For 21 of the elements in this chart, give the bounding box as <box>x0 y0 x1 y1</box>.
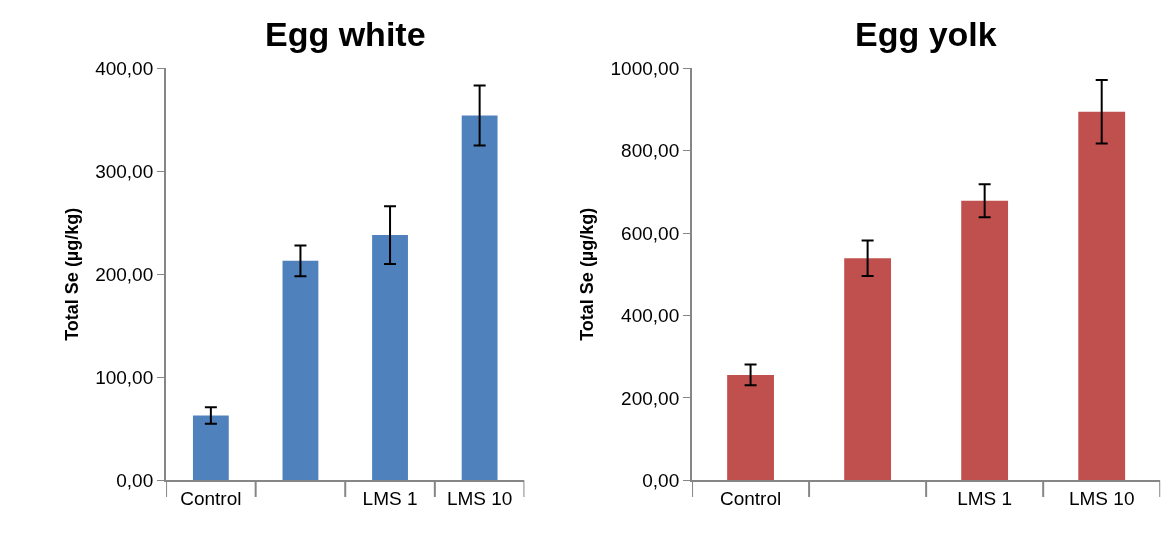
y-tick-label: 400,00 <box>621 305 680 327</box>
y-tick-label: 1000,00 <box>610 57 680 79</box>
y-tick-label: 0,00 <box>642 470 680 492</box>
chart-title: Egg yolk <box>855 15 997 53</box>
y-tick-label: 300,00 <box>95 160 154 182</box>
x-tick-label: LMS 1 <box>957 488 1013 510</box>
y-tick-label: 0,00 <box>116 470 154 492</box>
y-tick-label: 600,00 <box>621 222 680 244</box>
x-tick-label: LMS 10 <box>446 488 513 510</box>
y-tick-label: 200,00 <box>621 387 680 409</box>
y-axis-title: Total Se (µg/kg) <box>61 207 82 341</box>
y-axis-title: Total Se (µg/kg) <box>577 207 598 341</box>
y-tick-label: 100,00 <box>95 367 154 389</box>
y-tick-label: 400,00 <box>95 57 154 79</box>
y-tick-label: 800,00 <box>621 140 680 162</box>
y-tick-label: 200,00 <box>95 263 154 285</box>
x-tick-label: LMS 1 <box>362 488 418 510</box>
chart-title: Egg white <box>265 15 426 53</box>
x-tick-label: LMS 10 <box>1068 488 1135 510</box>
x-tick-label: Control <box>180 488 242 510</box>
x-tick-label: Control <box>719 488 782 510</box>
